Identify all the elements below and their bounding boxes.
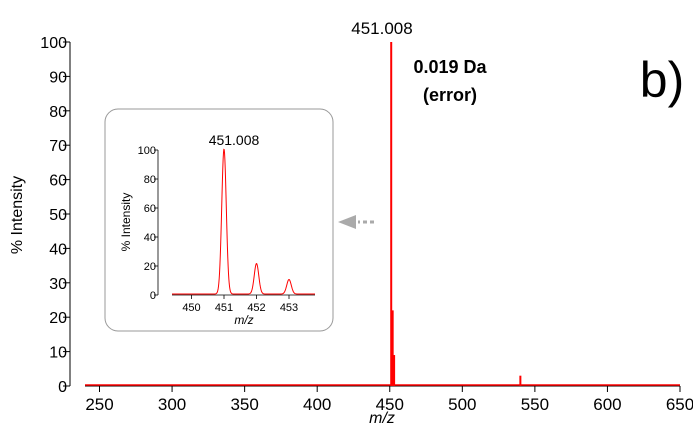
inset-pointer-arrow: [338, 215, 374, 229]
inset-x-tick-label: 453: [280, 302, 298, 314]
inset-y-tick-label: 40: [144, 232, 156, 244]
x-axis-label: m/z: [369, 410, 395, 427]
x-tick-label: 300: [158, 395, 186, 414]
y-tick-label: 30: [49, 276, 67, 293]
inset-x-tick-label: 452: [247, 302, 265, 314]
x-tick-label: 250: [85, 395, 113, 414]
y-tick-label: 50: [49, 207, 67, 224]
main-peak-label: 451.008: [351, 19, 412, 38]
inset-x-axis-label: m/z: [234, 313, 253, 327]
panel-label: b): [640, 52, 684, 108]
y-axis-label: % Intensity: [9, 176, 26, 254]
y-tick-label: 0: [58, 379, 67, 396]
inset-y-tick-label: 100: [138, 145, 156, 157]
x-tick-label: 350: [230, 395, 258, 414]
y-tick-label: 70: [49, 138, 67, 155]
y-tick-label: 60: [49, 173, 67, 190]
y-tick-label: 80: [49, 104, 67, 121]
y-tick-label: 20: [49, 310, 67, 327]
x-tick-label: 550: [521, 395, 549, 414]
inset-peak-label: 451.008: [209, 132, 260, 148]
main-spectrum-series: [85, 42, 680, 386]
x-tick-label: 650: [666, 395, 693, 414]
y-ticks: 0 10 20 30 40 50 60 70 80 90 100: [40, 35, 70, 396]
inset-x-tick-label: 450: [182, 302, 200, 314]
inset-y-tick-label: 60: [144, 203, 156, 215]
y-tick-label: 40: [49, 241, 67, 258]
x-tick-label: 450: [376, 395, 404, 414]
inset-y-ticks: 0 20 40 60 80 100: [138, 145, 158, 302]
x-tick-label: 500: [448, 395, 476, 414]
inset-x-ticks: 450 451 452 453: [182, 295, 298, 314]
y-tick-label: 10: [49, 345, 67, 362]
inset-y-axis-label: % Intensity: [119, 193, 133, 252]
error-annotation-line1: 0.019 Da: [413, 57, 487, 77]
inset-y-tick-label: 0: [150, 290, 156, 302]
inset-x-tick-label: 451: [215, 302, 233, 314]
y-tick-label: 90: [49, 69, 67, 86]
inset-y-tick-label: 20: [144, 261, 156, 273]
y-tick-label: 100: [40, 35, 67, 52]
inset-frame: [104, 108, 334, 332]
x-ticks: 250 300 350 400 450 500 550 600 650: [85, 386, 693, 414]
inset-spectrum-series: [172, 148, 315, 295]
inset-y-tick-label: 80: [144, 174, 156, 186]
x-tick-label: 400: [303, 395, 331, 414]
error-annotation-line2: (error): [423, 85, 477, 105]
x-tick-label: 600: [593, 395, 621, 414]
